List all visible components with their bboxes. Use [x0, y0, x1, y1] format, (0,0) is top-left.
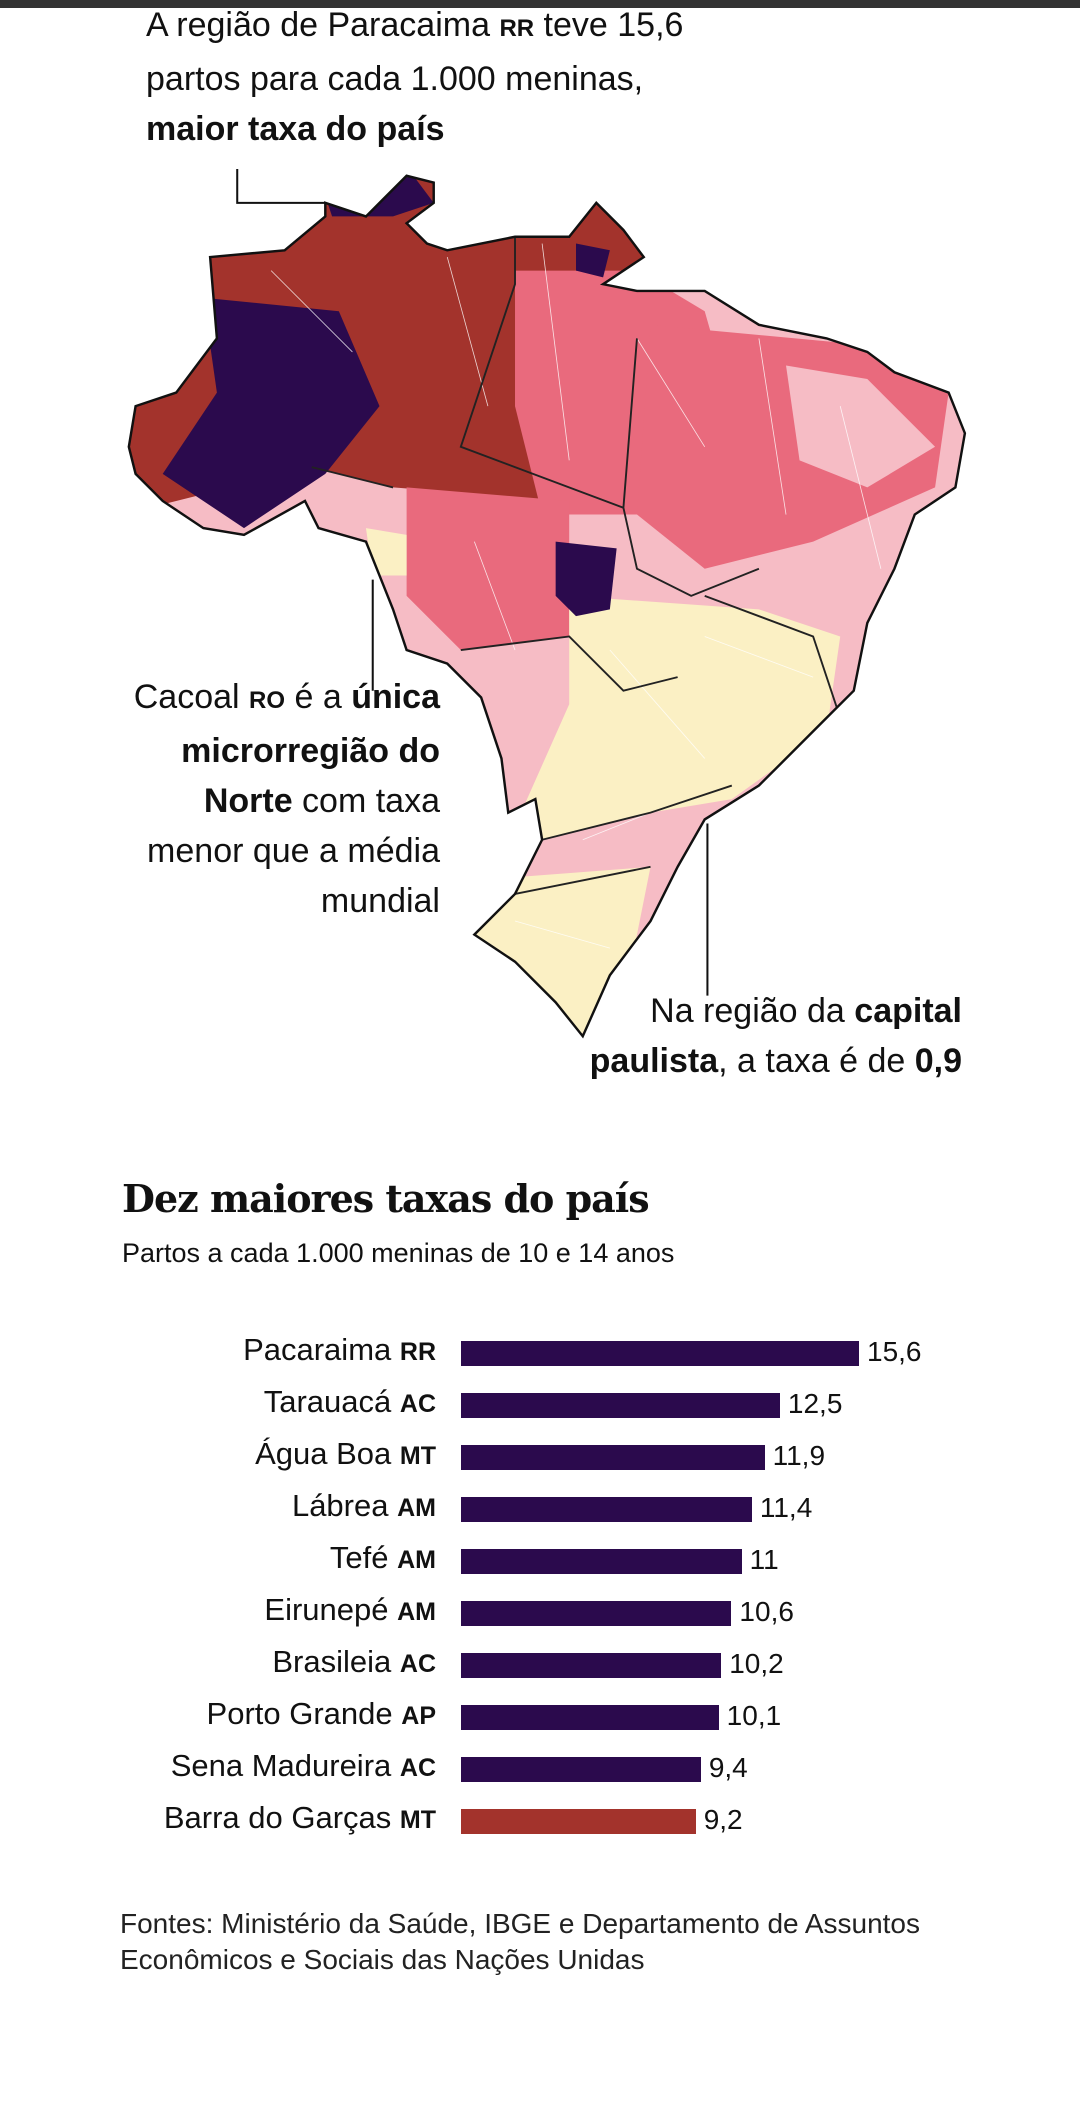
region-cacoal [365, 528, 407, 576]
bar-value-label: 10,6 [739, 1596, 794, 1627]
bar-row: Sena Madureira AC 9,4 [0, 1744, 1080, 1796]
bar-label: Água Boa MT [255, 1436, 436, 1471]
sources-footer: Fontes: Ministério da Saúde, IBGE e Depa… [120, 1908, 920, 1975]
bar [461, 1549, 742, 1574]
bar [461, 1393, 780, 1418]
annotation-cacoal: Cacoal RO é a única microrregião do Nort… [133, 678, 440, 920]
map-outline [127, 174, 967, 1039]
bar-row: Eirunepé AM 10,6 [0, 1588, 1080, 1640]
bar [461, 1445, 765, 1470]
bar-label: Tefé AM [329, 1540, 436, 1575]
bar-row: Tefé AM 11 [0, 1536, 1080, 1588]
bar-label: Sena Madureira AC [170, 1748, 436, 1783]
bar-value-label: 11,9 [772, 1440, 826, 1471]
bar-value-label: 15,6 [867, 1336, 922, 1367]
bar-row: Tarauacá AC 12,5 [0, 1380, 1080, 1432]
bar-value-label: 9,4 [708, 1752, 748, 1783]
annotation-paracaima: A região de Paracaima RR teve 15,6 parto… [146, 6, 684, 148]
bar [461, 1341, 859, 1366]
bar [461, 1601, 732, 1626]
bar-value-label: 9,2 [703, 1804, 743, 1835]
region-agua-boa [555, 541, 617, 617]
bar-value-label: 11,4 [759, 1492, 813, 1523]
bar-label: Lábrea AM [291, 1488, 436, 1523]
bar-value-label: 10,1 [726, 1700, 782, 1731]
chart-title: Dez maiores taxas do país [122, 1176, 650, 1221]
bar-value-label: 12,5 [787, 1388, 843, 1419]
bar-label: Brasileia AC [272, 1644, 436, 1679]
annotation-sao-paulo: Na região da capital paulista, a taxa é … [589, 992, 962, 1080]
bar-label: Eirunepé AM [264, 1592, 436, 1627]
region-northeast-light [786, 365, 936, 488]
leader-line-paracaima [236, 169, 326, 204]
region-porto-grande [575, 243, 610, 278]
bar-label: Tarauacá AC [263, 1384, 436, 1419]
bar-row: Porto Grande AP 10,1 [0, 1692, 1080, 1744]
bar-row: Barra do Garças MT 9,2 [0, 1796, 1080, 1848]
region-mato-grosso [406, 487, 570, 651]
top-bar [0, 0, 1080, 8]
brazil-map [127, 169, 967, 1039]
bar [461, 1653, 722, 1678]
bar-row: Brasileia AC 10,2 [0, 1640, 1080, 1692]
bar [461, 1497, 752, 1522]
bar-row: Água Boa MT 11,9 [0, 1432, 1080, 1484]
bar-value-label: 11 [749, 1544, 779, 1575]
bar-row: Pacaraima RR 15,6 [0, 1328, 1080, 1380]
bar-label: Porto Grande AP [206, 1696, 436, 1731]
chart-subtitle: Partos a cada 1.000 meninas de 10 e 14 a… [122, 1238, 675, 1268]
bar [461, 1809, 696, 1834]
bar-label: Pacaraima RR [243, 1332, 436, 1367]
bar-row: Lábrea AM 11,4 [0, 1484, 1080, 1536]
bar [461, 1757, 701, 1782]
bar-value-label: 10,2 [729, 1648, 784, 1679]
bar [461, 1705, 719, 1730]
bar-label: Barra do Garças MT [163, 1800, 436, 1835]
